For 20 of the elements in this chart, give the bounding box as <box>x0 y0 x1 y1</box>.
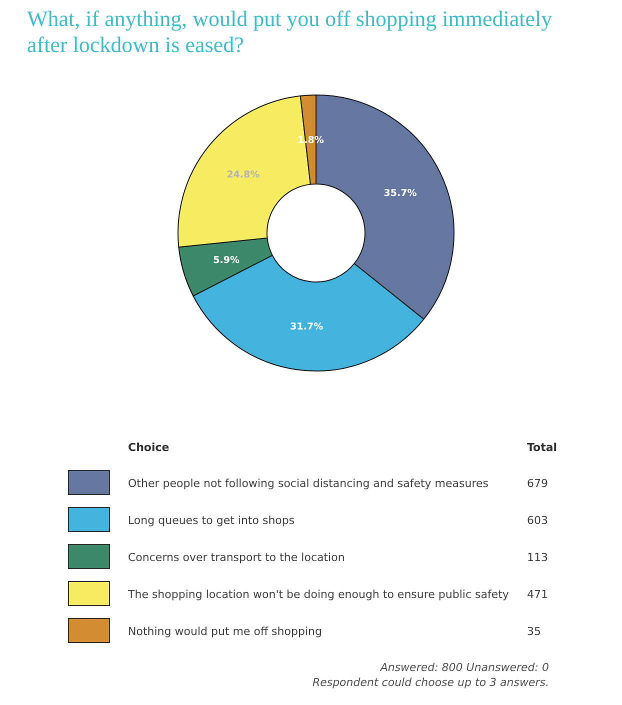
legend-title: Choice <box>128 440 170 454</box>
data-label: 1.8% <box>298 134 324 146</box>
text: Answered: 800 Unanswered: 0 <box>379 660 549 674</box>
text: 603 <box>527 514 548 527</box>
legend-label: The shopping location won't be doing enough to ensure public safety <box>127 588 510 601</box>
data-label: 35.7% <box>384 188 418 199</box>
text: 679 <box>527 476 548 490</box>
text: Respondent could choose up to 3 answers. <box>312 676 549 689</box>
data-label: 31.7% <box>290 321 324 332</box>
text: 35 <box>527 624 541 638</box>
chart-title: What, if anything, would put you off shopping immediately after lockdown is eased? <box>27 6 552 57</box>
data-label: 5.9% <box>213 254 240 266</box>
legend-label: Nothing would put me off shopping <box>128 624 322 638</box>
data-label: 24.8% <box>226 170 260 181</box>
text: 113 <box>527 550 548 564</box>
legend-label: Other people not following social distancing and safety measures <box>128 476 489 490</box>
legend-label: Concerns over transport to the location <box>128 550 345 564</box>
text: 471 <box>527 588 548 601</box>
text: Total <box>527 440 558 454</box>
legend-label: Long queues to get into shops <box>128 514 295 527</box>
